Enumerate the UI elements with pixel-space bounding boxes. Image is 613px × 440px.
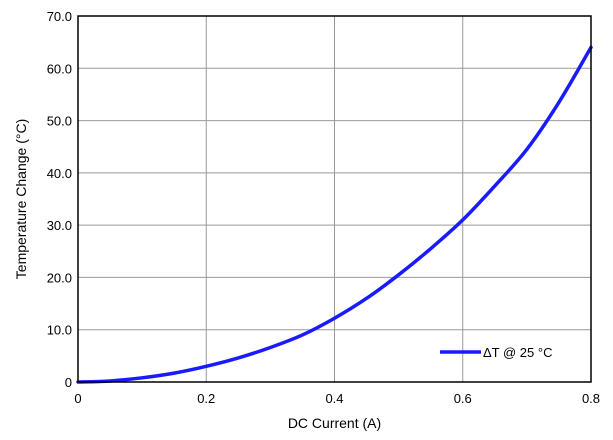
x-tick-label: 0.2 (197, 391, 215, 406)
y-axis-ticks: 0 10.0 20.0 30.0 40.0 50.0 60.0 70.0 (47, 9, 72, 390)
y-axis-title: Temperature Change (°C) (13, 119, 29, 279)
y-tick-label: 10.0 (47, 323, 72, 338)
series-line (76, 45, 593, 384)
x-tick-label: 0.8 (582, 391, 600, 406)
y-tick-label: 20.0 (47, 270, 72, 285)
y-tick-label: 0 (65, 375, 72, 390)
plot-area-frame (77, 15, 592, 383)
y-tick-label: 50.0 (47, 114, 72, 129)
x-tick-label: 0.6 (454, 391, 472, 406)
legend-label: ΔT @ 25 °C (483, 345, 552, 360)
y-tick-label: 70.0 (47, 9, 72, 24)
x-tick-label: 0.4 (325, 391, 343, 406)
grid (78, 16, 591, 382)
legend: ΔT @ 25 °C (440, 345, 552, 360)
x-tick-label: 0 (74, 391, 81, 406)
y-tick-label: 60.0 (47, 61, 72, 76)
series-layer (76, 45, 593, 384)
y-tick-label: 30.0 (47, 218, 72, 233)
y-tick-label: 40.0 (47, 166, 72, 181)
x-axis-ticks: 0 0.2 0.4 0.6 0.8 (74, 391, 600, 406)
x-axis-title: DC Current (A) (288, 415, 381, 431)
